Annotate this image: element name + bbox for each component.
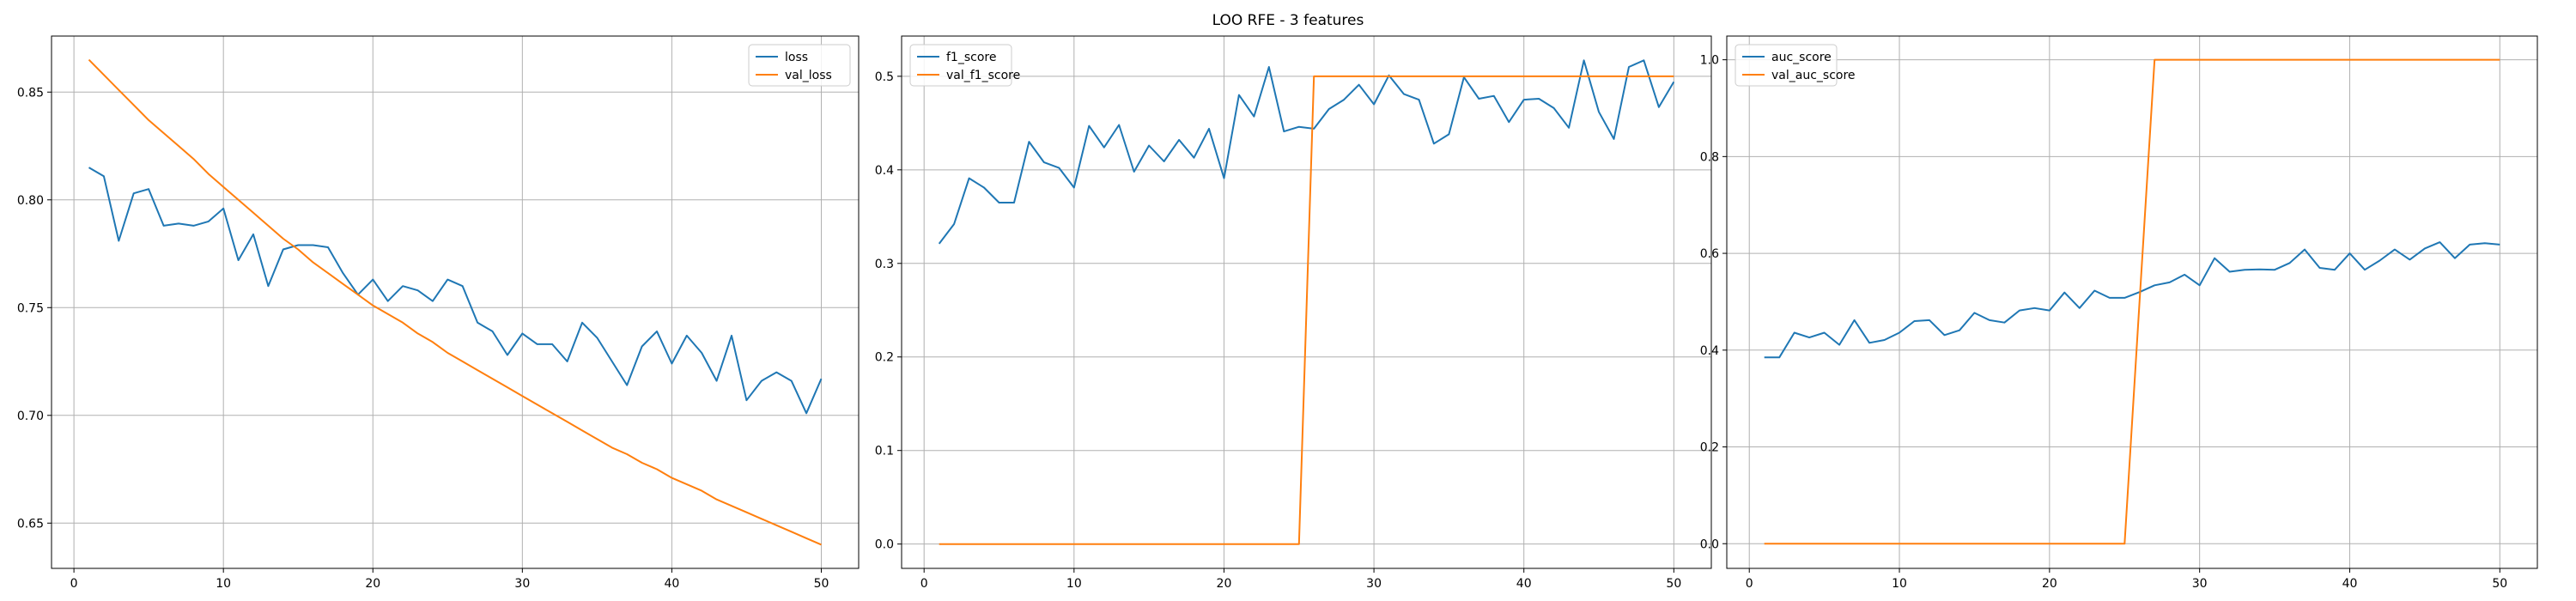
x-tick-label: 20 [2042, 577, 2057, 591]
y-tick-label: 0.5 [875, 70, 894, 84]
x-tick-label: 50 [2492, 577, 2507, 591]
legend-label: val_f1_score [946, 69, 1020, 82]
x-tick-label: 30 [1366, 577, 1382, 591]
x-tick-label: 50 [814, 577, 829, 591]
x-tick-label: 50 [1666, 577, 1681, 591]
chart-panel-1: 0 10 20 30 40 50 0.65 0.70 0.75 0.80 0.85 loss val_l… [17, 35, 860, 591]
figure-title: LOO RFE - 3 features [1212, 12, 1364, 29]
plot-frame [1726, 35, 2538, 569]
y-tick-label: 0.8 [1700, 150, 1719, 164]
x-tick-label: 10 [1066, 577, 1082, 591]
y-tick-label: 0.2 [875, 351, 894, 365]
x-tick-label: 0 [1746, 577, 1753, 591]
y-tick-label: 0.1 [875, 445, 894, 458]
y-tick-label: 0.2 [1700, 441, 1719, 455]
legend-label: loss [785, 51, 808, 64]
x-tick-label: 30 [2192, 577, 2208, 591]
legend: loss val_loss [748, 44, 851, 87]
y-tick-label: 0.0 [875, 538, 894, 552]
series-line-auc-score [1764, 241, 2500, 359]
y-tick-label: 0.4 [1700, 344, 1719, 358]
legend-label: val_auc_score [1771, 69, 1856, 82]
x-tick-label: 10 [216, 577, 231, 591]
legend-label: f1_score [946, 51, 996, 64]
series-line-val-f1-score [939, 75, 1674, 545]
y-tick-label: 0.80 [17, 194, 44, 208]
x-tick-label: 40 [1516, 577, 1532, 591]
y-tick-label: 0.70 [17, 410, 44, 423]
legend: auc_score val_auc_score [1735, 44, 1856, 87]
x-tick-label: 10 [1892, 577, 1907, 591]
plot-frame [901, 35, 1712, 569]
x-tick-label: 20 [1217, 577, 1232, 591]
x-tick-label: 20 [365, 577, 380, 591]
y-tick-label: 0.3 [875, 258, 894, 271]
y-tick-label: 0.4 [875, 164, 894, 178]
y-tick-label: 0.6 [1700, 247, 1719, 261]
y-tick-label: 1.0 [1700, 54, 1719, 68]
y-tick-label: 0.0 [1700, 537, 1719, 551]
series-line-val-loss [88, 58, 822, 546]
x-tick-label: 0 [70, 577, 78, 591]
x-tick-label: 0 [920, 577, 928, 591]
legend: f1_score val_f1_score [909, 44, 1020, 87]
y-tick-label: 0.75 [17, 301, 44, 315]
series-line-f1-score [938, 59, 1675, 245]
chart-panel-2: 0 10 20 30 40 50 0.0 0.1 0.2 0.3 0.4 0.5 f1_scoreval… [875, 35, 1712, 591]
plot-frame [51, 35, 860, 569]
series-line-val-auc-score [1764, 58, 2500, 545]
x-tick-label: 40 [2342, 577, 2358, 591]
y-tick-label: 0.65 [17, 517, 44, 531]
legend-label: auc_score [1771, 51, 1832, 64]
series-line-loss [88, 167, 823, 415]
y-tick-label: 0.85 [17, 86, 44, 100]
x-tick-label: 40 [664, 577, 679, 591]
legend-label: val_loss [785, 69, 832, 82]
chart-panel-3: 0 10 20 30 40 50 0.0 0.2 0.4 0.6 0.8 1.0 auc_scoreva… [1700, 35, 2538, 591]
x-tick-label: 30 [514, 577, 530, 591]
